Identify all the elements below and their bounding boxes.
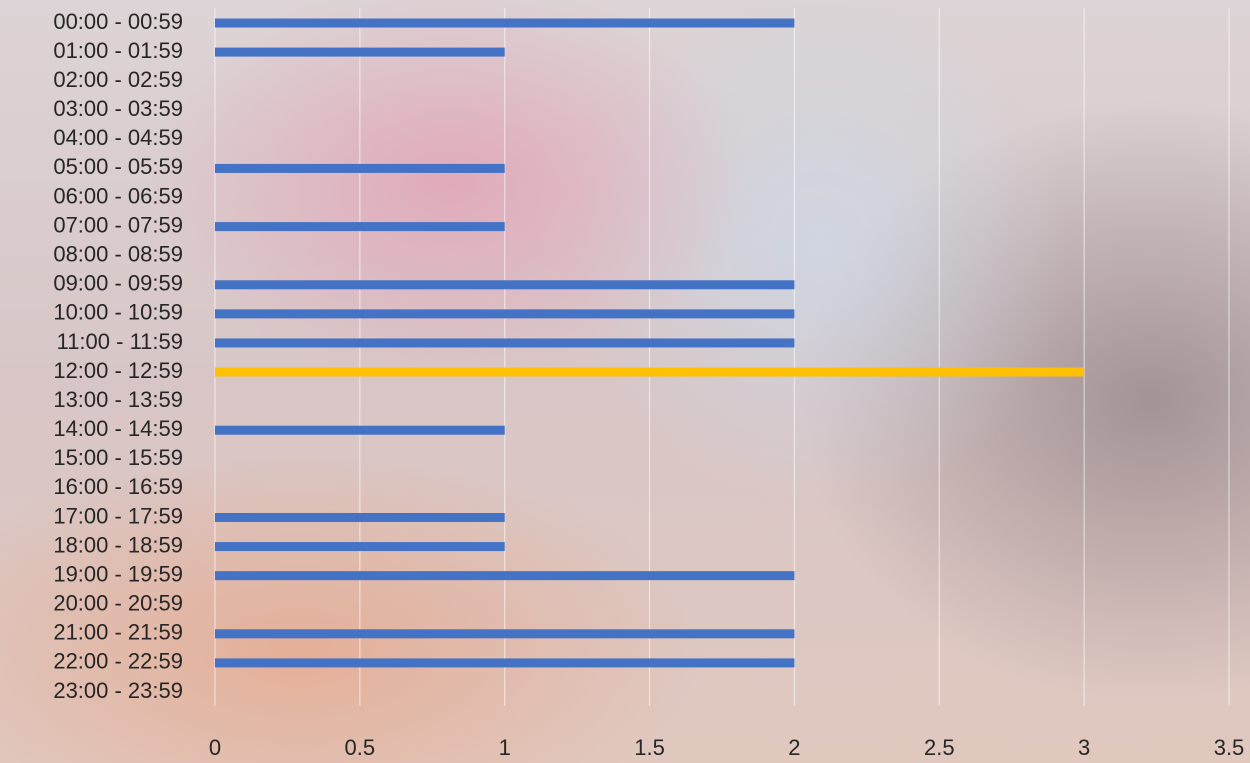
bar — [215, 222, 505, 232]
bar — [215, 163, 505, 173]
y-tick-label: 06:00 - 06:59 — [53, 183, 183, 208]
y-tick-label: 21:00 - 21:59 — [53, 620, 183, 645]
bar — [215, 367, 1085, 377]
y-tick-label: 03:00 - 03:59 — [53, 96, 183, 121]
x-tick-label: 2.5 — [924, 735, 955, 760]
bar — [215, 571, 795, 581]
y-tick-label: 15:00 - 15:59 — [53, 445, 183, 470]
y-tick-label: 23:00 - 23:59 — [53, 678, 183, 703]
y-tick-label: 19:00 - 19:59 — [53, 561, 183, 586]
y-tick-label: 01:00 - 01:59 — [53, 38, 183, 63]
bar — [215, 280, 795, 290]
x-tick-label: 0 — [209, 735, 221, 760]
y-tick-label: 17:00 - 17:59 — [53, 503, 183, 528]
y-tick-label: 09:00 - 09:59 — [53, 271, 183, 296]
bar — [215, 629, 795, 639]
bar — [215, 309, 795, 319]
y-tick-label: 08:00 - 08:59 — [53, 242, 183, 267]
x-tick-label: 1 — [499, 735, 511, 760]
x-tick-label: 0.5 — [345, 735, 376, 760]
y-tick-label: 18:00 - 18:59 — [53, 532, 183, 557]
y-tick-label: 11:00 - 11:59 — [57, 329, 183, 354]
y-tick-label: 00:00 - 00:59 — [53, 9, 183, 34]
y-tick-label: 13:00 - 13:59 — [53, 387, 183, 412]
y-tick-label: 07:00 - 07:59 — [53, 212, 183, 237]
bar — [215, 18, 795, 28]
bar — [215, 425, 505, 435]
y-tick-label: 16:00 - 16:59 — [53, 474, 183, 499]
bar — [215, 338, 795, 348]
y-tick-label: 20:00 - 20:59 — [53, 591, 183, 616]
x-tick-label: 3 — [1078, 735, 1090, 760]
bar — [215, 658, 795, 668]
y-tick-label: 10:00 - 10:59 — [53, 300, 183, 325]
y-tick-label: 22:00 - 22:59 — [53, 649, 183, 674]
bar — [215, 512, 505, 522]
x-tick-label: 2 — [788, 735, 800, 760]
x-tick-label: 1.5 — [634, 735, 665, 760]
y-tick-label: 02:00 - 02:59 — [53, 67, 183, 92]
y-tick-label: 05:00 - 05:59 — [53, 154, 183, 179]
y-tick-label: 04:00 - 04:59 — [53, 125, 183, 150]
bar — [215, 542, 505, 552]
y-tick-label: 14:00 - 14:59 — [53, 416, 183, 441]
bar — [215, 47, 505, 57]
y-tick-label: 12:00 - 12:59 — [53, 358, 183, 383]
x-tick-label: 3.5 — [1214, 735, 1245, 760]
